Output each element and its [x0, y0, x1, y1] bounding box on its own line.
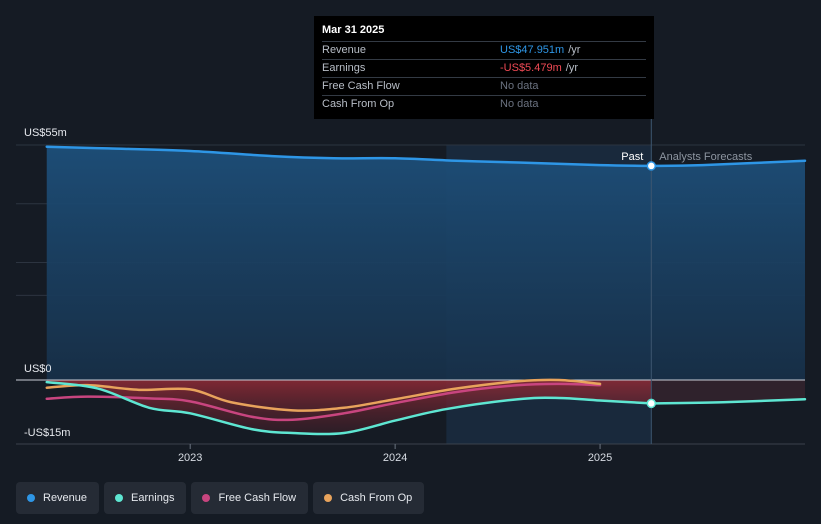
legend-item-free-cash-flow[interactable]: Free Cash Flow [191, 482, 309, 514]
financial-chart: US$55m US$0 -US$15m 2023 2024 2025 Past Analyst… [16, 118, 807, 464]
y-tick-label: US$0 [24, 363, 52, 375]
x-tick-label: 2023 [178, 452, 202, 464]
tooltip-unit: /yr [568, 44, 581, 56]
tooltip-value: US$47.951m [500, 44, 565, 56]
tooltip-label: Cash From Op [322, 98, 395, 110]
revenue-line [45, 145, 653, 168]
tooltip-value: -US$5.479m [500, 62, 562, 74]
tooltip-value: No data [500, 80, 539, 92]
revenue-dot-icon [27, 494, 35, 502]
earnings-point [646, 398, 657, 409]
tooltip-row-earnings: Earnings -US$5.479m /yr [322, 59, 646, 77]
free-cash-flow-line [45, 382, 602, 422]
y-tick-label: US$55m [24, 127, 67, 139]
tooltip-row-revenue: Revenue US$47.951m /yr [322, 41, 646, 59]
forecast-label: Analysts Forecasts [659, 151, 752, 163]
legend-item-cash-from-op[interactable]: Cash From Op [313, 482, 425, 514]
revenue-point [646, 161, 657, 171]
earnings-forecast-area [651, 380, 805, 404]
cash-from-op-line [45, 378, 602, 412]
earnings-dot-icon [115, 494, 124, 502]
tooltip-unit: /yr [565, 62, 578, 74]
tooltip-label: Earnings [322, 62, 366, 74]
tooltip-value: No data [500, 98, 539, 110]
legend-label: Earnings [131, 492, 175, 504]
legend-label: Free Cash Flow [218, 492, 297, 504]
revenue-forecast-line [650, 159, 807, 168]
legend-item-revenue[interactable]: Revenue [16, 482, 100, 514]
x-tick-label: 2024 [383, 452, 407, 464]
x-tick-label: 2025 [588, 452, 612, 464]
free-cash-flow-dot-icon [202, 494, 211, 502]
tooltip-row-free-cash-flow: Free Cash Flow No data [322, 77, 646, 95]
earnings-line [45, 380, 653, 436]
revenue-area [46, 146, 806, 380]
chart-legend: Revenue Earnings Free Cash Flow Cash Fro… [16, 482, 425, 514]
legend-label: Revenue [43, 492, 88, 504]
tooltip-row-cash-from-op: Cash From Op No data [322, 95, 646, 113]
past-label: Past [621, 151, 643, 163]
legend-label: Cash From Op [340, 492, 413, 504]
cash-from-op-dot-icon [324, 494, 333, 502]
tooltip-label: Revenue [322, 44, 367, 56]
tooltip-label: Free Cash Flow [322, 80, 400, 92]
tooltip-date: Mar 31 2025 [322, 24, 385, 36]
earnings-forecast-line [650, 397, 807, 405]
y-tick-label: -US$15m [24, 427, 70, 439]
chart-tooltip: Mar 31 2025 Revenue US$47.951m /yr Earni… [314, 16, 654, 119]
legend-item-earnings[interactable]: Earnings [104, 482, 187, 514]
